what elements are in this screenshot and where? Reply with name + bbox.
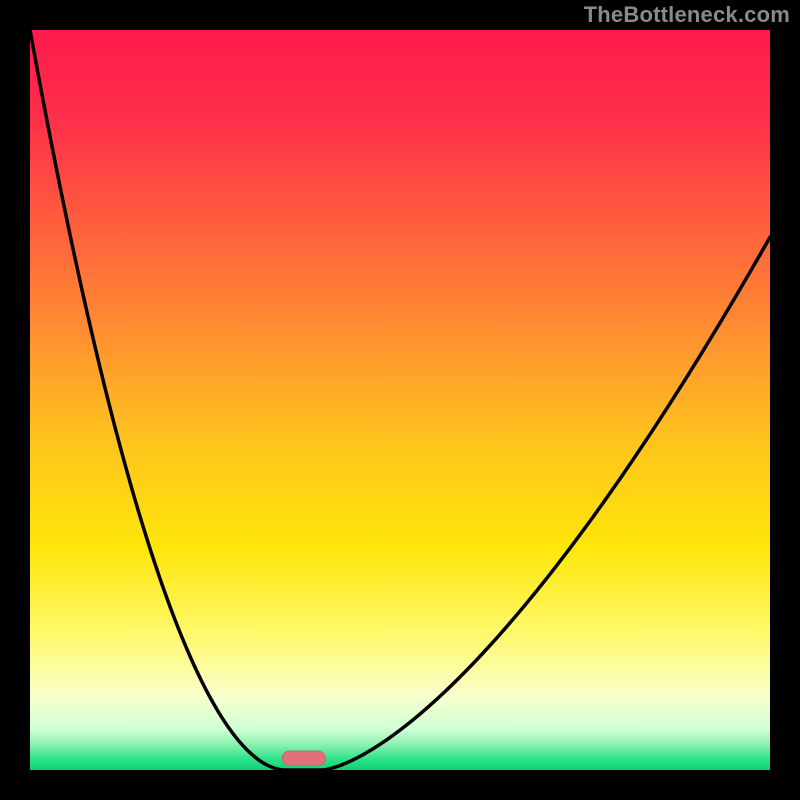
watermark-text: TheBottleneck.com <box>584 2 790 28</box>
bottleneck-chart <box>30 30 770 770</box>
optimum-marker <box>282 751 325 765</box>
chart-frame: TheBottleneck.com <box>0 0 800 800</box>
chart-background <box>30 30 770 770</box>
